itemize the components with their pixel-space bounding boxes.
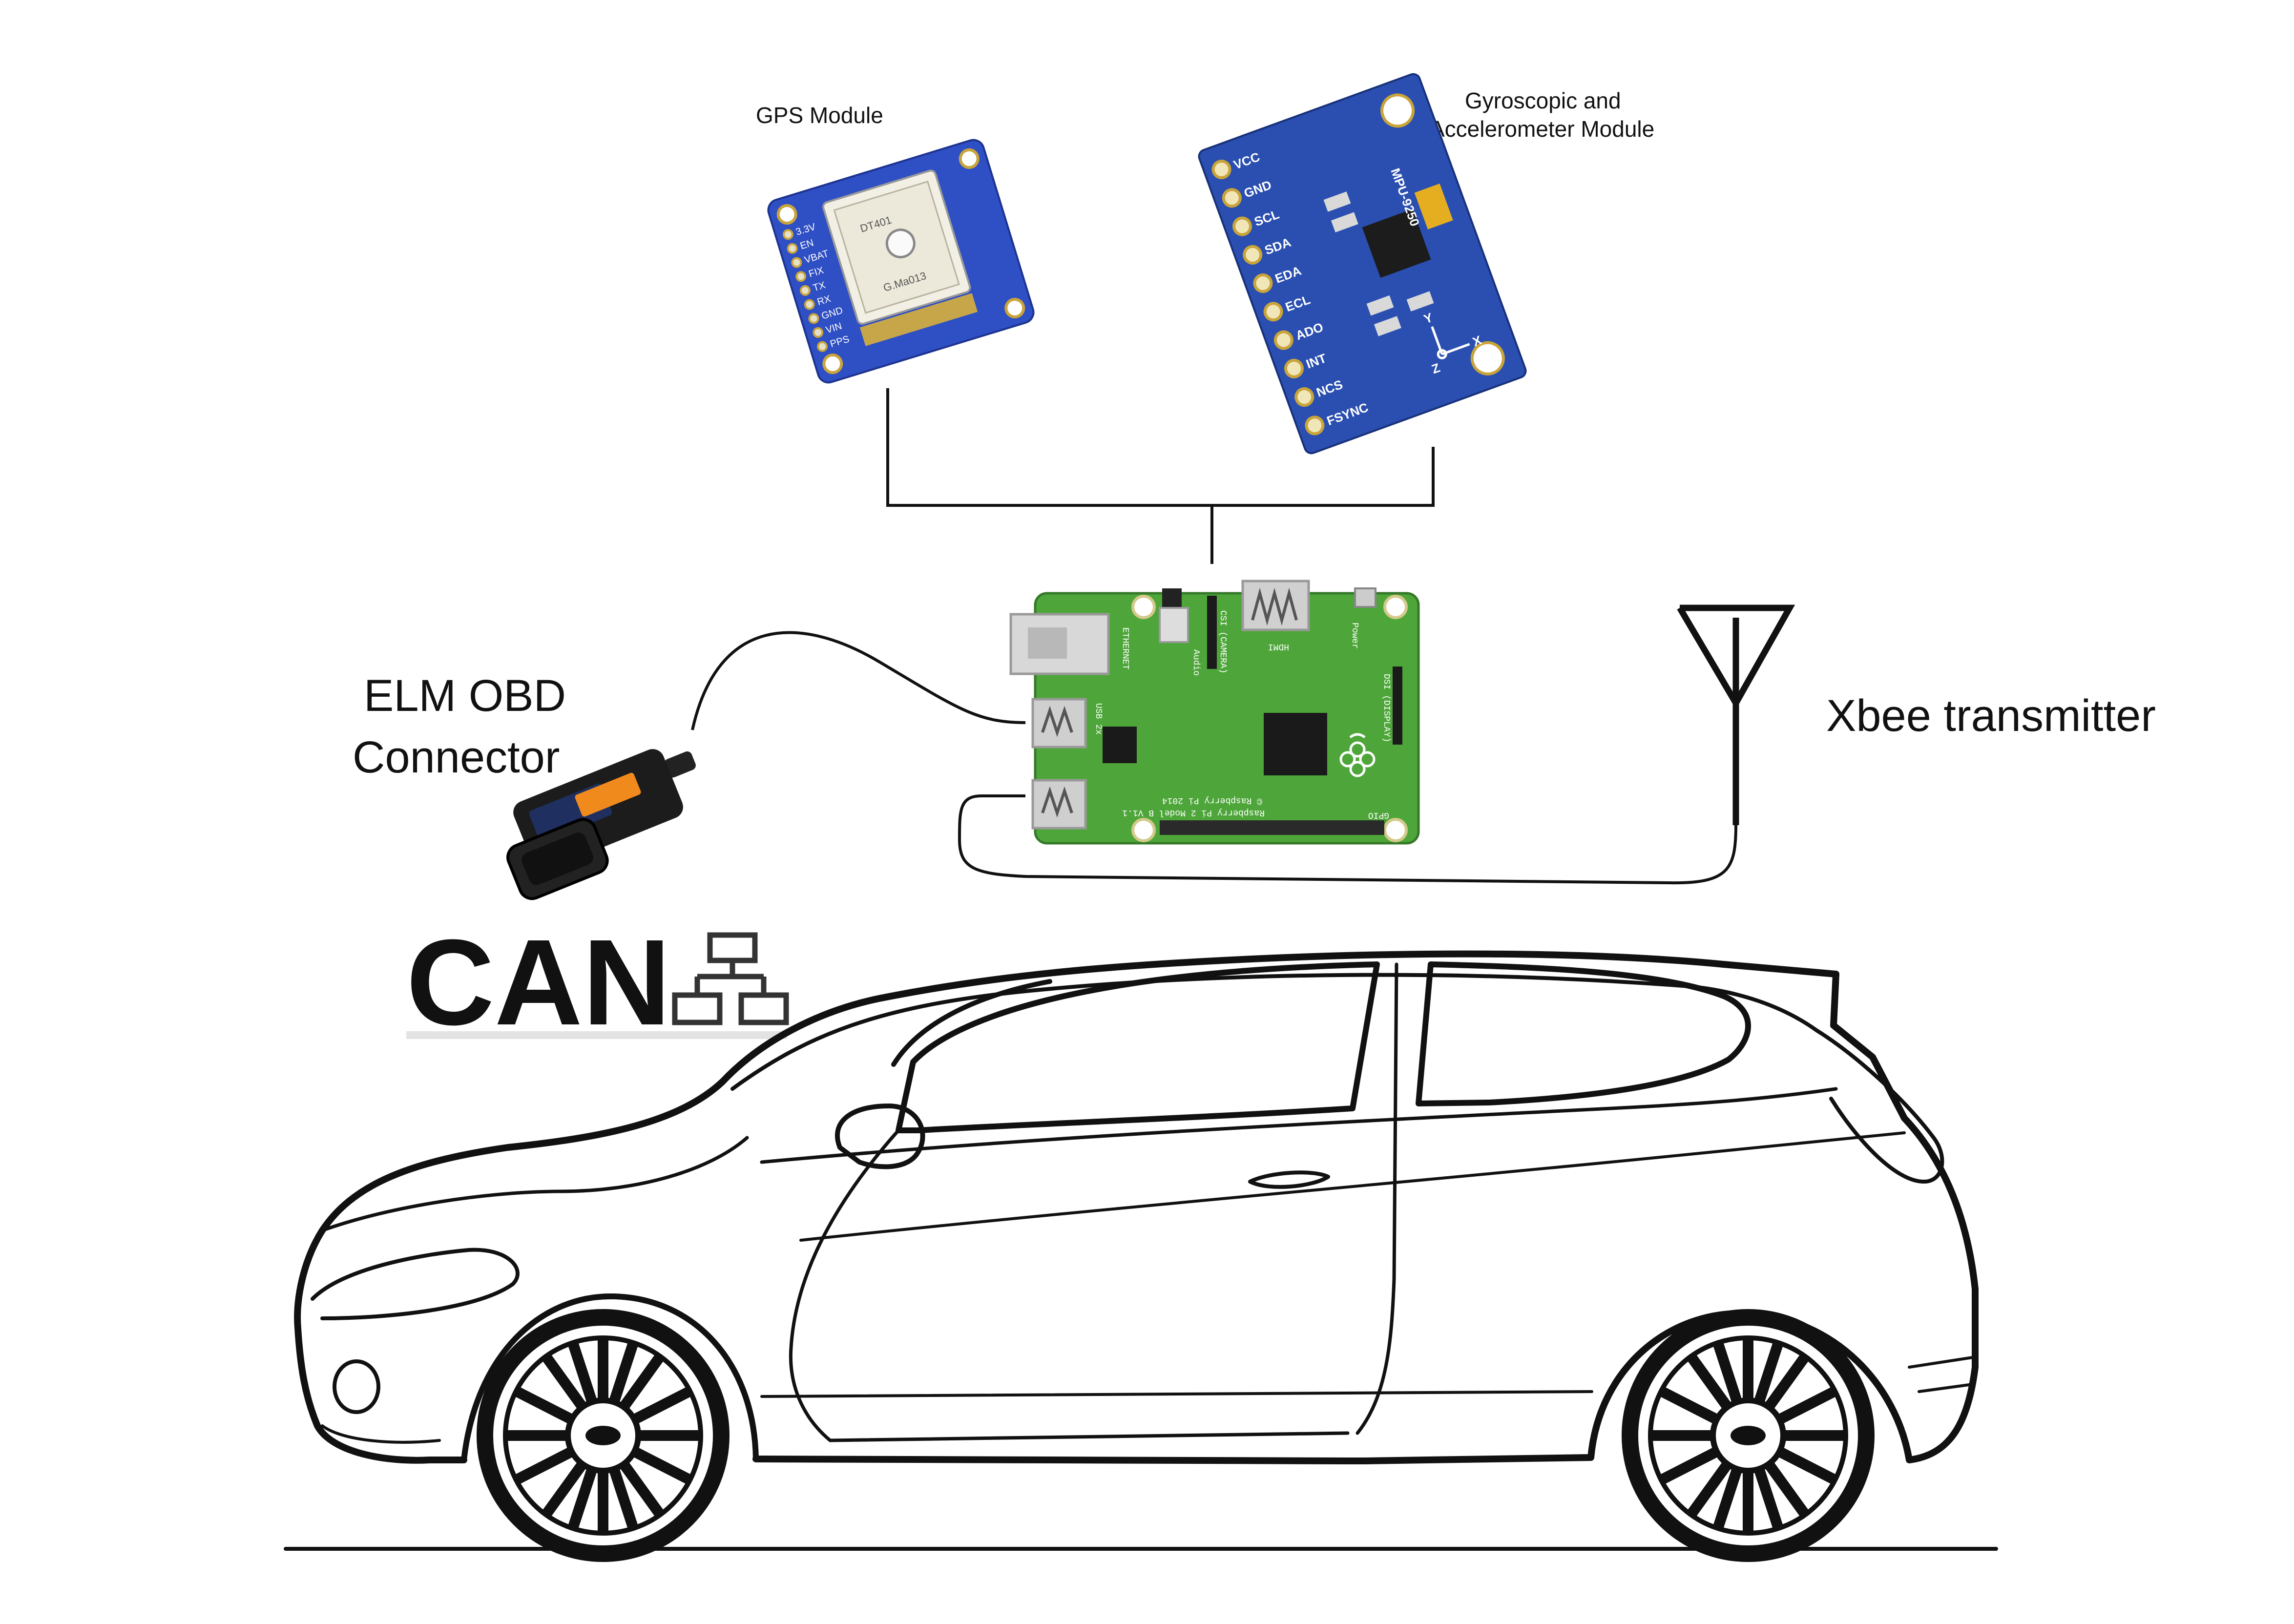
network-icon <box>672 932 789 1025</box>
obd-connector <box>506 749 696 900</box>
rear-wheel <box>1622 1309 1875 1562</box>
hdmi-port-icon <box>1241 580 1310 631</box>
pi-display-label: DSI (DISPLAY) <box>1381 674 1391 742</box>
obd-accent-icon <box>575 772 641 817</box>
raspberry-logo-icon <box>1339 733 1376 777</box>
can-logo: CAN <box>406 914 789 1050</box>
fog-light <box>333 1359 380 1414</box>
imu-board: MPU-9250 X Y Z VCC GND SCL SDA EDA ECL A… <box>1198 73 1527 455</box>
can-logo-shadow <box>406 1031 787 1039</box>
elm-label-line2: Connector <box>353 732 560 782</box>
windshield <box>891 979 1052 1067</box>
imu-axis-icon <box>1431 326 1470 359</box>
pi-model-label: Raspberry Pi 2 Model B V1.1 <box>1122 808 1265 817</box>
soc-chip <box>1264 713 1327 775</box>
pi-hdmi-label: HDMI <box>1268 642 1289 651</box>
front-side-window <box>896 961 1380 1133</box>
front-wheel <box>477 1309 730 1562</box>
front-hub-badge <box>585 1426 621 1445</box>
audio-jack-icon <box>1162 588 1182 608</box>
pi-to-xbee-cable <box>958 794 1737 885</box>
bumper-line <box>321 1424 441 1444</box>
hood-line <box>320 1136 749 1232</box>
xbee-antenna-icon <box>1677 604 1795 825</box>
door-line <box>1356 962 1398 1435</box>
can-label: CAN <box>406 914 671 1050</box>
usb-port-bottom-icon <box>1031 779 1087 830</box>
display-connector-icon <box>1393 666 1402 745</box>
belt-line <box>760 1087 1838 1164</box>
imu-chip <box>1362 209 1431 278</box>
power-port-icon <box>1354 587 1376 608</box>
pi-power-label: Power <box>1350 623 1359 649</box>
roof-line <box>730 973 1818 1091</box>
gyro-label-line2: Accelerometer Module <box>1430 116 1654 142</box>
door-handle <box>1248 1170 1330 1189</box>
camera-connector-icon <box>1207 596 1217 669</box>
front-wheel-arch <box>461 1293 759 1463</box>
gyro-label-line1: Gyroscopic and <box>1465 88 1621 113</box>
usb-controller-chip <box>1103 727 1137 763</box>
gpio-header-icon <box>1160 820 1384 835</box>
rear-bumper <box>1908 1356 1974 1393</box>
pi-usb-label: USB 2x <box>1093 703 1103 735</box>
obd-cable-boot <box>664 751 696 778</box>
elm-label-line1: ELM OBD <box>364 671 566 721</box>
gps-board: DT401 G.Ma013 3.3V EN VBAT FIX TX RX GND… <box>767 139 1035 384</box>
pi-gpio-label: GPIO <box>1368 810 1389 820</box>
raspberry-pi-board: Raspberry Pi 2 Model B V1.1 © Raspberry … <box>1009 580 1420 845</box>
rear-hub-badge <box>1731 1426 1766 1445</box>
gps-module-label: GPS Module <box>756 103 883 128</box>
rear-spoiler <box>1721 962 1838 1028</box>
connection-lines <box>691 388 1737 885</box>
gps-pin-labels: 3.3V EN VBAT FIX TX RX GND VIN PPS <box>782 221 851 352</box>
rocker-line <box>760 1390 1593 1398</box>
headlight <box>311 1248 520 1320</box>
xbee-label: Xbee transmitter <box>1826 691 2156 741</box>
rear-side-window <box>1416 961 1751 1106</box>
gps-to-pi-line <box>886 388 1435 507</box>
pi-audio-label: Audio <box>1191 649 1201 676</box>
pi-ethernet-label: ETHERNET <box>1120 627 1130 670</box>
shoulder-line <box>799 1131 1906 1242</box>
tail-light <box>1814 1028 1944 1184</box>
front-door-edge <box>789 1128 1350 1442</box>
pi-camera-label: CSI (CAMERA) <box>1218 610 1228 674</box>
pi-copyright-label: © Raspberry Pi 2014 <box>1162 795 1262 805</box>
obd-cable <box>691 631 1026 730</box>
usb-port-top-icon <box>1031 698 1087 749</box>
side-mirror <box>835 1103 925 1169</box>
gps-antenna-dot <box>885 229 916 259</box>
